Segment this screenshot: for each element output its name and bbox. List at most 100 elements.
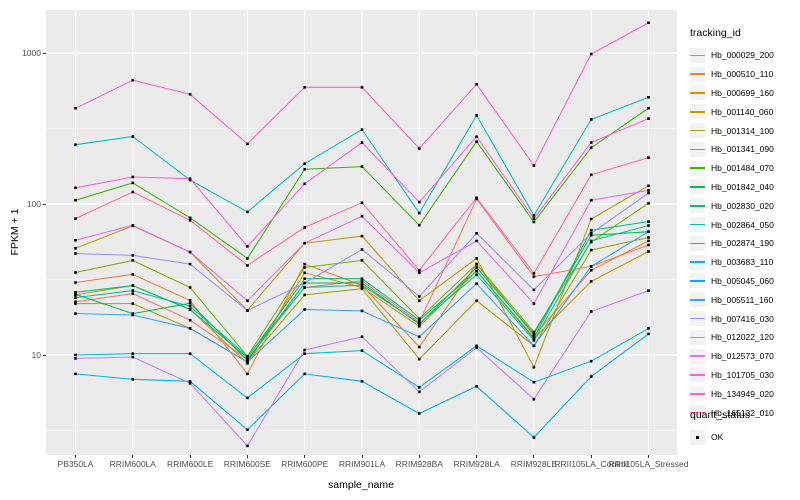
data-point-marker xyxy=(74,143,77,146)
data-point-marker xyxy=(475,346,478,349)
data-point-marker xyxy=(589,217,593,221)
data-point-marker xyxy=(360,165,364,168)
data-point-marker xyxy=(188,219,192,222)
legend-key-line xyxy=(690,242,705,245)
data-point-marker xyxy=(74,312,77,315)
data-point-marker xyxy=(74,247,77,250)
data-point-marker xyxy=(131,181,135,185)
data-point-marker xyxy=(131,175,135,179)
data-point-marker xyxy=(647,327,650,330)
legend-item-Hb_002830_020: Hb_002830_020 xyxy=(690,196,774,215)
data-point-marker xyxy=(360,214,364,218)
data-point-marker xyxy=(360,279,364,283)
legend-tracking-id: tracking_id Hb_000029_200 Hb_000510_110 Hb… xyxy=(690,27,774,422)
data-point-marker xyxy=(647,117,650,120)
data-point-marker xyxy=(532,217,536,220)
data-point-marker xyxy=(246,396,249,400)
legend-item-label: OK xyxy=(711,432,724,443)
data-point-marker xyxy=(188,305,192,308)
data-point-marker xyxy=(418,412,421,415)
data-point-marker xyxy=(418,223,421,227)
data-point-marker xyxy=(131,302,135,305)
data-point-marker xyxy=(74,239,77,242)
legend-key-swatch xyxy=(690,123,705,139)
x-tick-label: RRII105LA_Stressed xyxy=(608,459,689,469)
data-point-marker xyxy=(360,335,364,339)
legend-key-line xyxy=(690,374,705,376)
data-point-marker xyxy=(589,310,593,313)
legend-key-swatch xyxy=(690,235,705,251)
data-point-marker xyxy=(589,52,593,56)
data-point-marker xyxy=(532,288,536,292)
data-point-marker xyxy=(360,201,364,204)
data-point-marker xyxy=(418,318,421,322)
data-point-marker xyxy=(589,198,593,202)
legend-key-swatch xyxy=(690,348,705,364)
data-point-marker xyxy=(303,86,306,89)
legend-item-Hb_000029_200: Hb_000029_200 xyxy=(690,46,774,65)
data-point-marker xyxy=(475,273,478,276)
legend-quant-items: OK xyxy=(690,428,750,447)
legend-key-swatch xyxy=(690,292,705,308)
legend-item-Hb_001484_070: Hb_001484_070 xyxy=(690,159,774,178)
data-point-marker xyxy=(246,309,249,312)
data-point-marker xyxy=(246,245,249,248)
data-point-marker xyxy=(589,232,593,235)
legend-key-swatch xyxy=(690,367,705,383)
data-point-marker xyxy=(418,147,421,150)
data-point-marker xyxy=(74,357,77,360)
legend-key-swatch xyxy=(690,254,705,270)
data-point-marker xyxy=(647,96,650,99)
data-point-marker xyxy=(418,390,421,394)
data-point-marker xyxy=(246,359,249,362)
legend-key-line xyxy=(690,167,705,170)
legend-item-quant-OK: OK xyxy=(690,428,750,447)
data-point-marker xyxy=(246,355,249,358)
legend-key-swatch xyxy=(690,160,705,176)
data-point-marker xyxy=(647,184,650,188)
data-point-marker xyxy=(532,339,536,342)
x-axis-title: sample_name xyxy=(328,479,394,491)
legend-key-line xyxy=(690,411,705,414)
data-point-marker xyxy=(475,266,478,269)
data-point-marker xyxy=(475,140,478,143)
legend-key-swatch xyxy=(690,104,705,120)
legend-item-label: Hb_001314_100 xyxy=(711,125,774,136)
legend-item-label: Hb_012573_070 xyxy=(711,351,774,362)
data-point-marker xyxy=(131,254,135,257)
data-point-marker xyxy=(74,217,77,220)
legend-key-swatch xyxy=(690,405,705,421)
data-point-marker xyxy=(360,283,364,287)
data-point-marker xyxy=(74,300,77,304)
data-point-marker xyxy=(303,348,306,352)
legend-item-label: Hb_000699_160 xyxy=(711,87,774,98)
data-point-marker xyxy=(188,93,192,96)
legend-key-swatch xyxy=(690,85,705,101)
data-point-marker xyxy=(74,107,77,110)
data-point-marker xyxy=(74,252,77,255)
legend-key-swatch xyxy=(690,311,705,327)
data-point-marker xyxy=(475,344,478,348)
data-point-marker xyxy=(74,186,77,190)
x-tick-label: RRII105LA_Control xyxy=(554,459,629,469)
data-point-marker xyxy=(475,282,478,285)
data-point-marker xyxy=(246,357,249,361)
data-point-marker xyxy=(360,281,364,285)
data-point-marker xyxy=(532,330,536,334)
data-point-marker xyxy=(647,21,650,25)
data-point-marker xyxy=(131,224,135,227)
data-point-marker xyxy=(475,83,478,86)
data-point-marker xyxy=(360,349,364,352)
legend-key-swatch xyxy=(690,329,705,345)
data-point-marker xyxy=(74,291,77,294)
data-point-marker xyxy=(360,86,364,89)
x-tick xyxy=(132,455,134,458)
data-point-marker xyxy=(647,250,650,253)
data-point-marker xyxy=(418,322,421,325)
black-square-point-icon xyxy=(695,435,700,440)
data-point-marker xyxy=(418,299,421,302)
legend-key-swatch xyxy=(690,273,705,289)
data-point-marker xyxy=(360,234,364,238)
data-point-marker xyxy=(589,229,593,232)
x-tick-label: PB350LA xyxy=(57,459,94,469)
